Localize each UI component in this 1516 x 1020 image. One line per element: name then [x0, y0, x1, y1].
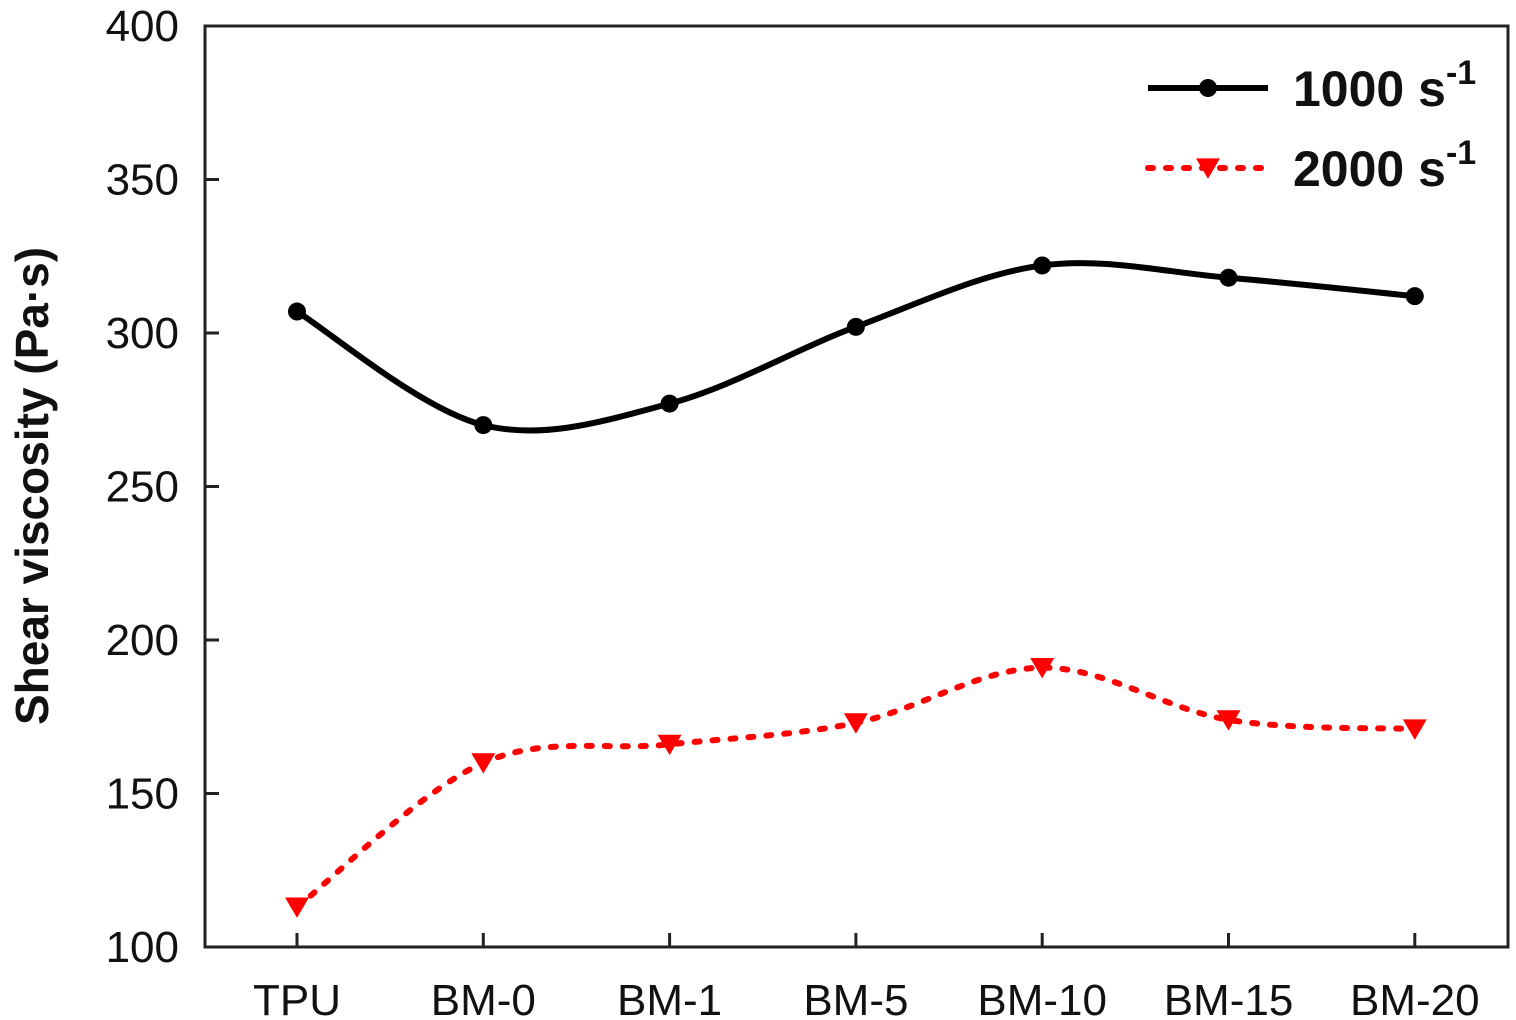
data-point [660, 394, 679, 413]
legend-label-superscript: -1 [1446, 134, 1476, 172]
x-tick-label: TPU [253, 976, 341, 1020]
x-tick-label: BM-20 [1350, 976, 1480, 1020]
legend-label: 2000 s-1 [1293, 134, 1476, 197]
y-tick-label: 250 [106, 463, 179, 512]
series-0 [288, 256, 1424, 435]
data-point [1405, 287, 1424, 306]
x-tick-label: BM-15 [1164, 976, 1294, 1020]
legend-label-main: 2000 s [1293, 141, 1446, 197]
data-point [843, 713, 868, 734]
x-tick-label: BM-1 [617, 976, 722, 1020]
y-tick-label: 150 [106, 770, 179, 819]
x-tick-label: BM-0 [431, 976, 536, 1020]
x-tick-label: BM-5 [803, 976, 908, 1020]
data-point [1219, 268, 1238, 287]
data-point [846, 317, 865, 336]
data-point [657, 734, 682, 756]
legend-marker [1199, 79, 1217, 97]
data-point [474, 416, 493, 435]
data-point [471, 753, 496, 774]
y-axis-title: Shear viscosity (Pa·s) [6, 247, 58, 725]
legend-label-main: 1000 s [1293, 61, 1446, 117]
data-point [1033, 256, 1052, 275]
y-tick-label: 200 [106, 616, 179, 665]
data-point [1030, 658, 1055, 679]
series-line [294, 664, 1418, 911]
legend-label: 1000 s-1 [1293, 54, 1476, 117]
legend-marker [1196, 158, 1220, 179]
series-line [295, 260, 1416, 434]
y-tick-label: 350 [106, 156, 179, 205]
data-point [1216, 710, 1241, 731]
series-1 [285, 658, 1427, 918]
x-axis-ticks: TPU BM-0 BM-1 BM-5 BM-10 BM-15 BM-20 [253, 933, 1480, 1020]
data-point [288, 302, 306, 321]
y-tick-label: 400 [106, 2, 179, 51]
y-tick-label: 300 [106, 309, 179, 358]
data-point [1402, 719, 1427, 740]
series-layer [285, 256, 1427, 918]
data-point [285, 897, 309, 918]
legend-label-superscript: -1 [1446, 54, 1476, 92]
x-tick-label: BM-10 [977, 976, 1107, 1020]
y-tick-label: 100 [106, 923, 179, 972]
y-axis-ticks: 100 150 200 250 300 350 400 [106, 2, 219, 972]
